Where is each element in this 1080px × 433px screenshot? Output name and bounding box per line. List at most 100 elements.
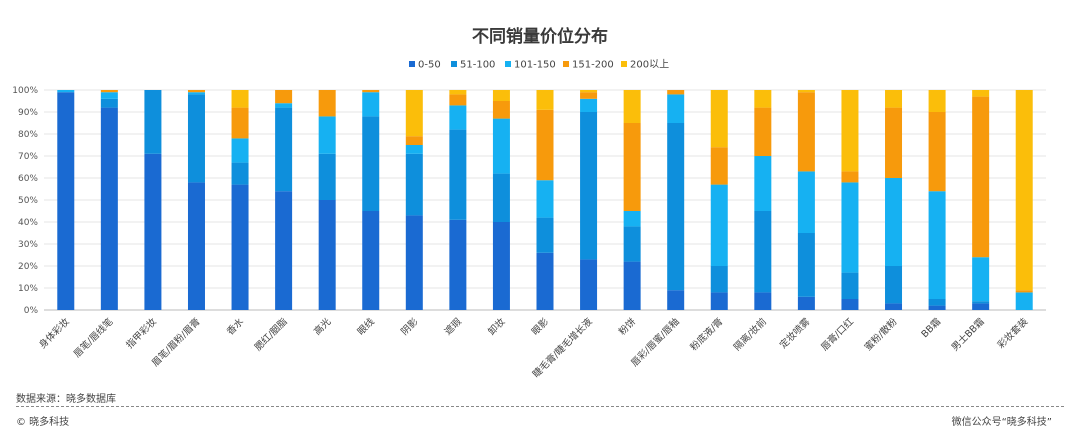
category-label: 粉饼 bbox=[616, 315, 638, 337]
bar-segment bbox=[144, 90, 162, 154]
bar-segment bbox=[100, 107, 118, 310]
y-tick-label: 50% bbox=[18, 196, 38, 206]
bar-segment bbox=[580, 90, 598, 93]
bar-segment bbox=[928, 112, 946, 192]
legend-label: 101-150 bbox=[514, 60, 556, 71]
category-label: 卸妆 bbox=[486, 315, 508, 337]
bar-segment bbox=[318, 90, 336, 117]
bar-segment bbox=[623, 90, 641, 123]
bar-segment bbox=[797, 296, 815, 310]
bar-segment bbox=[275, 191, 293, 310]
bar-segment bbox=[492, 101, 510, 119]
bar-segment bbox=[231, 90, 249, 108]
y-tick-label: 90% bbox=[18, 108, 38, 118]
bar-segment bbox=[144, 153, 162, 310]
bar-segment bbox=[667, 123, 685, 291]
bar-segment bbox=[623, 261, 641, 310]
bar-segment bbox=[667, 94, 685, 123]
bar-segment bbox=[623, 211, 641, 227]
bar-segment bbox=[536, 217, 554, 253]
category-label: 阴影 bbox=[399, 316, 421, 338]
y-tick-label: 100% bbox=[12, 86, 38, 96]
bars bbox=[57, 90, 1033, 310]
bar-segment bbox=[275, 103, 293, 108]
bar-segment bbox=[187, 92, 205, 95]
bar-segment bbox=[492, 118, 510, 174]
category-label: 定妆喷雾 bbox=[777, 315, 813, 351]
bar-segment bbox=[885, 178, 903, 266]
category-label: 隔离/妆前 bbox=[731, 316, 769, 354]
bar-segment bbox=[492, 222, 510, 310]
bar-segment bbox=[318, 200, 336, 310]
y-tick-label: 30% bbox=[18, 240, 38, 250]
bar-segment bbox=[405, 215, 423, 310]
bar-segment bbox=[797, 233, 815, 297]
category-label: 指甲彩妆 bbox=[124, 315, 160, 351]
bar-segment bbox=[492, 173, 510, 222]
legend-label: 200以上 bbox=[630, 59, 669, 71]
bar-segment bbox=[841, 90, 859, 172]
y-tick-label: 70% bbox=[18, 152, 38, 162]
bar-segment bbox=[623, 123, 641, 211]
bar-segment bbox=[405, 145, 423, 154]
bar-segment bbox=[449, 90, 467, 95]
bar-segment bbox=[972, 301, 990, 304]
bar-segment bbox=[1015, 290, 1033, 293]
bar-segment bbox=[580, 259, 598, 310]
legend: 0-50 51-100 101-150 151-200 200以上 bbox=[409, 59, 669, 71]
bar-segment bbox=[405, 153, 423, 216]
y-axis-ticks: 0% 10% 20% 30% 40% 50% 60% 70% 80% 90% 100% bbox=[12, 86, 38, 316]
bar-segment bbox=[449, 129, 467, 220]
category-label: 蜜粉/散粉 bbox=[862, 315, 900, 353]
bar-segment bbox=[362, 90, 380, 93]
bar-segment bbox=[667, 90, 685, 95]
legend-swatch bbox=[621, 61, 627, 67]
bar-segment bbox=[928, 299, 946, 306]
x-axis-categories: 身体彩妆 唇笔/唇线笔 指甲彩妆眉笔/眉粉/眉膏 香水 腮红/胭脂 高光 眼线 阴影 遮瑕 卸妆眼… bbox=[37, 315, 1031, 380]
bar-segment bbox=[100, 90, 118, 93]
y-tick-label: 10% bbox=[18, 284, 38, 294]
bar-segment bbox=[536, 90, 554, 110]
bar-segment bbox=[449, 94, 467, 106]
bar-segment bbox=[710, 184, 728, 266]
legend-label: 51-100 bbox=[460, 60, 495, 71]
bar-segment bbox=[885, 266, 903, 304]
bar-segment bbox=[710, 147, 728, 185]
bar-segment bbox=[841, 171, 859, 183]
category-label: 眼影 bbox=[530, 316, 552, 338]
bar-segment bbox=[928, 191, 946, 299]
bar-segment bbox=[667, 290, 685, 310]
bar-segment bbox=[885, 90, 903, 108]
category-label: 粉底液/膏 bbox=[688, 316, 726, 354]
category-label: 腮红/胭脂 bbox=[252, 315, 290, 353]
bar-segment bbox=[405, 136, 423, 145]
legend-swatch bbox=[505, 61, 511, 67]
legend-swatch bbox=[563, 61, 569, 67]
category-label: 唇膏/口红 bbox=[818, 315, 856, 353]
bar-segment bbox=[1015, 90, 1033, 291]
bar-segment bbox=[275, 90, 293, 104]
bar-segment bbox=[231, 162, 249, 185]
legend-swatch bbox=[451, 61, 457, 67]
category-label: 身体彩妆 bbox=[37, 315, 73, 351]
bar-segment bbox=[100, 98, 118, 108]
bar-segment bbox=[231, 184, 249, 310]
bar-segment bbox=[449, 105, 467, 130]
bar-segment bbox=[754, 90, 772, 108]
bar-segment bbox=[885, 107, 903, 178]
bar-segment bbox=[972, 257, 990, 302]
bar-segment bbox=[275, 107, 293, 192]
bar-segment bbox=[100, 92, 118, 99]
y-tick-label: 0% bbox=[24, 306, 39, 316]
bar-segment bbox=[318, 116, 336, 154]
category-label: 男士BB霜 bbox=[949, 316, 987, 354]
bar-segment bbox=[797, 92, 815, 172]
bar-segment bbox=[928, 90, 946, 112]
bar-segment bbox=[318, 153, 336, 200]
category-label: 唇笔/唇线笔 bbox=[71, 316, 115, 360]
chart-title: 不同销量价位分布 bbox=[472, 27, 608, 47]
bar-segment bbox=[57, 92, 75, 310]
bar-segment bbox=[710, 292, 728, 310]
bar-segment bbox=[187, 182, 205, 310]
bar-segment bbox=[362, 116, 380, 211]
